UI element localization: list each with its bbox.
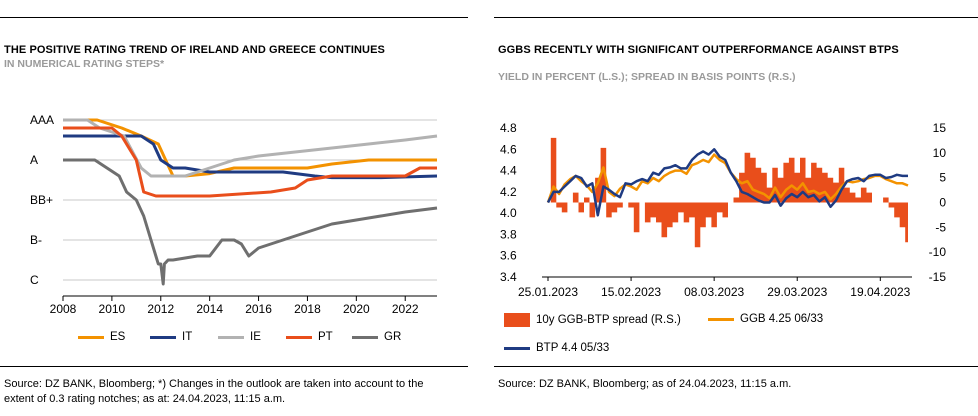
bottom-rule (0, 366, 468, 367)
right-source-note: Source: DZ BANK, Bloomberg; as of 24.04.… (498, 378, 792, 390)
top-rule (494, 17, 978, 18)
legend-swatch (504, 313, 530, 327)
y-left-tick-label: 4.4 (500, 164, 517, 178)
y-left-tick-label: 4.8 (500, 121, 517, 135)
legend-item-ggb: GGB 4.25 06/33 (708, 313, 823, 325)
series-line-es (63, 118, 437, 178)
y-right-tick-label: 15 (933, 121, 947, 135)
y-left-tick-label: 3.6 (500, 249, 517, 263)
legend-swatch (78, 335, 104, 339)
x-tick-label: 19.04.2023 (850, 285, 910, 299)
x-tick-label: 2010 (99, 302, 126, 316)
legend-label: PT (318, 331, 333, 343)
series-line-it (63, 134, 438, 180)
left-panel: THE POSITIVE RATING TREND OF IRELAND AND… (0, 0, 468, 416)
x-tick-label: 08.03.2023 (684, 285, 744, 299)
legend-label: BTP 4.4 05/33 (536, 342, 610, 354)
y-right-tick-label: 0 (939, 196, 946, 210)
x-tick-label: 2008 (50, 302, 77, 316)
legend-swatch (352, 335, 378, 339)
legend-label: GGB 4.25 06/33 (740, 313, 824, 325)
series-line-pt (63, 126, 437, 198)
legend-label: IT (182, 331, 193, 343)
x-tick-label: 2022 (392, 302, 419, 316)
y-left-tick-label: 4.2 (500, 185, 517, 199)
y-right-tick-label: -5 (935, 220, 946, 234)
x-tick-label: 25.01.2023 (518, 285, 578, 299)
y-right-tick-label: 10 (933, 146, 947, 160)
legend-item-spread: 10y GGB-BTP spread (R.S.) (504, 313, 681, 327)
y-left-tick-label: 3.8 (500, 227, 517, 241)
x-tick-label: 29.03.2023 (767, 285, 827, 299)
right-legend: 10y GGB-BTP spread (R.S.) GGB 4.25 06/33… (494, 309, 978, 359)
legend-swatch (708, 317, 734, 321)
legend-label: IE (250, 331, 261, 343)
legend-item-es: ES (78, 331, 125, 343)
legend-label: ES (110, 331, 126, 343)
y-left-tick-label: 4.6 (500, 142, 517, 156)
y-tick-label: AAA (30, 113, 54, 127)
y-tick-label: A (30, 153, 38, 167)
right-chart-subtitle: YIELD IN PERCENT (L.S.); SPREAD IN BASIS… (498, 71, 796, 83)
legend-label: GR (384, 331, 402, 343)
top-rule (0, 17, 468, 18)
x-tick-label: 2020 (343, 302, 370, 316)
right-panel: GGBS RECENTLY WITH SIGNIFICANT OUTPERFOR… (494, 0, 978, 416)
bottom-rule (494, 366, 978, 367)
legend-item-pt: PT (286, 331, 333, 343)
x-tick-label: 2016 (245, 302, 272, 316)
right-chart-title: GGBS RECENTLY WITH SIGNIFICANT OUTPERFOR… (498, 44, 899, 56)
x-tick-label: 2012 (147, 302, 174, 316)
left-chart-title: THE POSITIVE RATING TREND OF IRELAND AND… (4, 44, 385, 56)
left-source-note: Source: DZ BANK, Bloomberg; *) Changes i… (4, 378, 424, 405)
y-left-tick-label: 3.4 (500, 270, 517, 284)
legend-item-btp: BTP 4.4 05/33 (504, 342, 609, 354)
x-tick-label: 15.02.2023 (601, 285, 661, 299)
legend-swatch (504, 346, 530, 350)
legend-swatch (150, 335, 176, 339)
legend-item-ie: IE (218, 331, 261, 343)
x-tick-label: 2014 (196, 302, 223, 316)
series-line-btp (546, 148, 908, 217)
y-tick-label: BB+ (30, 193, 53, 207)
yield-spread-chart: 4.8 4.6 4.4 4.2 4.0 3.8 3.6 3.4 15 10 5 0 -5 -10 -15 25… (500, 121, 947, 299)
y-right-tick-label: 5 (939, 171, 946, 185)
series-area-spread (548, 137, 908, 248)
x-tick-label: 2018 (294, 302, 321, 316)
series-line-gr (63, 158, 438, 286)
legend-item-gr: GR (352, 331, 401, 343)
y-tick-label: B- (30, 233, 42, 247)
legend-label: 10y GGB-BTP spread (R.S.) (536, 314, 681, 326)
series-line-ie (63, 118, 438, 178)
left-chart-subtitle: IN NUMERICAL RATING STEPS* (4, 58, 165, 70)
y-left-tick-label: 4.0 (500, 206, 517, 220)
legend-swatch (218, 335, 244, 339)
y-tick-label: C (30, 273, 39, 287)
y-right-tick-label: -10 (929, 245, 947, 259)
legend-item-it: IT (150, 331, 192, 343)
left-legend: ES IT IE PT GR (0, 331, 468, 351)
legend-swatch (286, 335, 312, 339)
y-right-tick-label: -15 (929, 270, 947, 284)
